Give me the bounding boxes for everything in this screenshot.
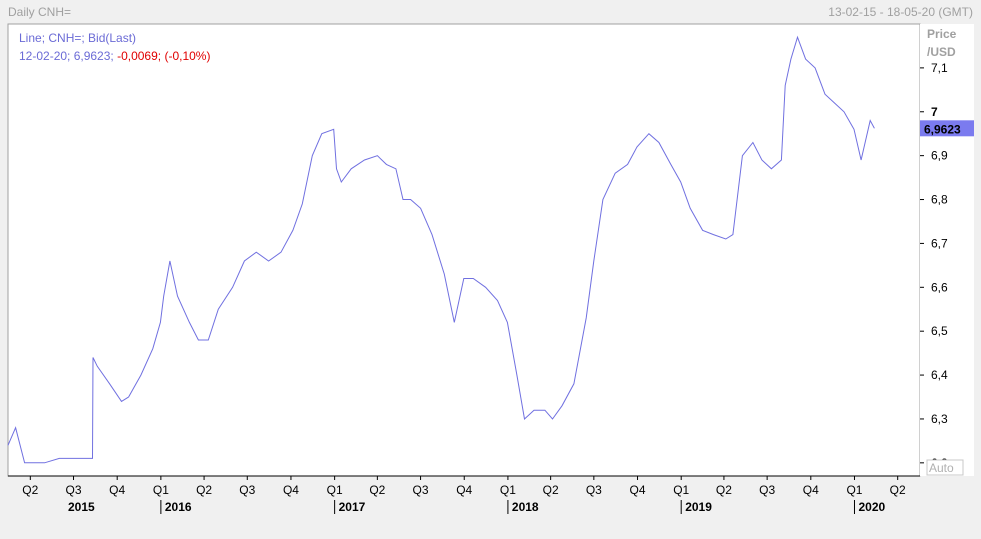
legend-change: -0,0069; (-0,10%) (117, 49, 210, 63)
year-label: 2016 (165, 500, 192, 514)
date-range: 13-02-15 - 18-05-20 (GMT) (828, 5, 973, 19)
price-axis-area (920, 24, 974, 476)
price-tick-label: 6,7 (931, 236, 948, 250)
quarter-label: Q1 (500, 483, 516, 497)
time-axis-ticks: Q2 Q3 Q4 Q1 Q2 Q3 Q4 Q1 Q2 Q3 Q4 Q1 Q2 Q3 Q4 Q1 Q2 Q3 Q4 Q1… (22, 476, 906, 514)
window-title: Daily CNH= (8, 5, 72, 19)
quarter-label: Q3 (239, 483, 255, 497)
legend-line-1: Line; CNH=; Bid(Last) (19, 31, 136, 45)
quarter-label: Q4 (456, 483, 472, 497)
quarter-label: Q1 (153, 483, 169, 497)
quarter-label: Q3 (413, 483, 429, 497)
quarter-label: Q4 (109, 483, 125, 497)
year-label: 2019 (685, 500, 712, 514)
price-tick-label: 6,6 (931, 280, 948, 294)
quarter-label: Q3 (66, 483, 82, 497)
quarter-label: Q2 (196, 483, 212, 497)
quarter-label: Q4 (283, 483, 299, 497)
auto-scale-label: Auto (929, 461, 954, 475)
price-tick-label: 7,1 (931, 61, 948, 75)
year-label: 2017 (339, 500, 366, 514)
quarter-label: Q4 (803, 483, 819, 497)
price-tick-label: 6,4 (931, 368, 948, 382)
price-axis-ticks: 7,176,96,86,76,66,56,46,36,2 (920, 61, 948, 470)
window-titlebar: Daily CNH= 13-02-15 - 18-05-20 (GMT) (0, 0, 981, 24)
current-price-marker (920, 120, 974, 137)
year-label: 2020 (858, 500, 885, 514)
plot-area[interactable] (7, 23, 921, 477)
legend-value: 12-02-20; 6,9623; (19, 49, 117, 63)
price-tick-label: 6,8 (931, 193, 948, 207)
auto-scale-button[interactable] (926, 459, 964, 476)
legend-line-2: 12-02-20; 6,9623; -0,0069; (-0,10%) (19, 49, 210, 63)
price-axis-title-1: Price (927, 27, 957, 41)
quarter-label: Q2 (22, 483, 38, 497)
current-price-label: 6,9623 (924, 122, 961, 136)
price-tick-label: 6,3 (931, 412, 948, 426)
quarter-label: Q2 (890, 483, 906, 497)
quarter-label: Q3 (759, 483, 775, 497)
quarter-label: Q3 (586, 483, 602, 497)
price-tick-label: 7 (931, 105, 938, 119)
quarter-label: Q1 (673, 483, 689, 497)
price-axis-title-2: /USD (927, 45, 956, 59)
price-tick-label: 6,9 (931, 149, 948, 163)
quarter-label: Q4 (630, 483, 646, 497)
price-series-line (7, 35, 875, 464)
quarter-label: Q2 (543, 483, 559, 497)
price-tick-label: 6,5 (931, 324, 948, 338)
quarter-label: Q2 (369, 483, 385, 497)
quarter-label: Q2 (716, 483, 732, 497)
quarter-label: Q1 (846, 483, 862, 497)
year-label: 2015 (68, 500, 95, 514)
quarter-label: Q1 (327, 483, 343, 497)
year-label: 2018 (512, 500, 539, 514)
